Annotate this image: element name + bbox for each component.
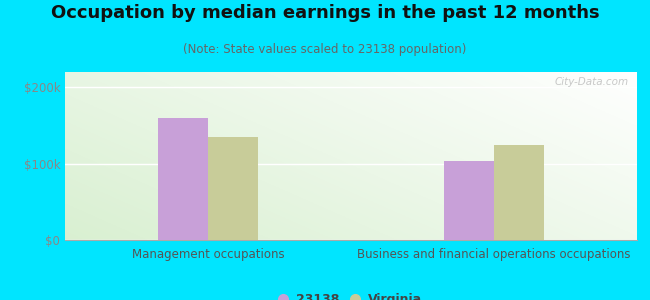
Bar: [208, 137, 258, 240]
Text: (Note: State values scaled to 23138 population): (Note: State values scaled to 23138 popu…: [183, 44, 467, 56]
Text: Occupation by median earnings in the past 12 months: Occupation by median earnings in the pas…: [51, 4, 599, 22]
Legend: 23138, Virginia: 23138, Virginia: [275, 288, 427, 300]
Bar: [494, 145, 544, 240]
Bar: [158, 118, 208, 240]
Text: City-Data.com: City-Data.com: [554, 77, 629, 87]
Bar: [444, 161, 494, 240]
